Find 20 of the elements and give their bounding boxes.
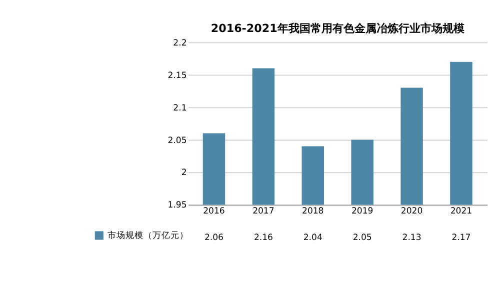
x-tick-label: 2018 xyxy=(302,206,324,217)
x-tick-label: 2021 xyxy=(450,206,472,217)
data-label: 2.04 xyxy=(303,232,322,243)
y-tick-label: 2 xyxy=(181,168,187,178)
legend-label: 市场规模（万亿元） xyxy=(108,230,189,242)
y-tick-label: 2.05 xyxy=(168,136,187,146)
chart-title: 2016-2021年我国常用有色金属冶炼行业市场规模 xyxy=(210,22,466,36)
data-label: 2.16 xyxy=(254,232,273,243)
data-label: 2.13 xyxy=(402,232,422,243)
y-tick-label: 2.1 xyxy=(173,103,187,114)
x-tick-label: 2019 xyxy=(351,206,374,217)
x-tick-label: 2017 xyxy=(252,206,274,217)
data-label: 2.17 xyxy=(452,232,471,243)
x-tick-label: 2016 xyxy=(203,206,225,217)
x-tick-label: 2020 xyxy=(400,206,423,217)
y-tick-label: 2.15 xyxy=(168,70,187,81)
data-label: 2.06 xyxy=(204,232,224,243)
data-label: 2.05 xyxy=(352,232,372,243)
y-tick-label: 2.2 xyxy=(173,38,187,48)
y-tick-label: 1.95 xyxy=(168,200,187,211)
